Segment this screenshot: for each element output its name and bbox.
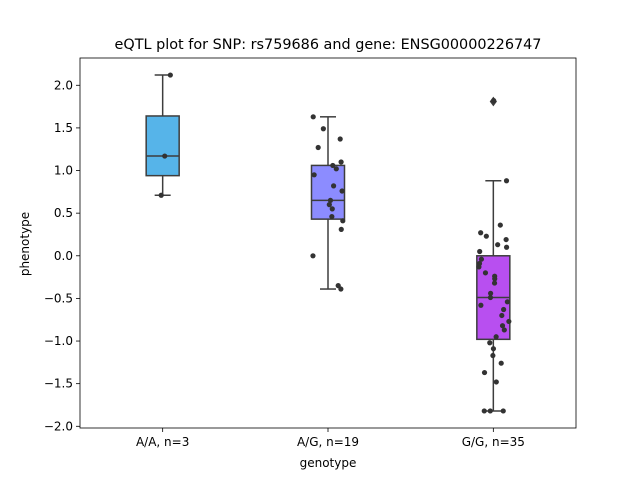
data-point bbox=[482, 270, 489, 276]
data-point bbox=[501, 306, 507, 313]
data-point bbox=[329, 213, 335, 220]
data-point bbox=[167, 72, 173, 78]
data-point bbox=[490, 346, 497, 352]
data-point bbox=[481, 369, 488, 376]
plot-elements: 2.0 1.5 1.0 0.5 0.0 −0.5 −1.0 −1.5 −2.0 A/A, n=3 A… bbox=[44, 57, 577, 449]
data-point bbox=[487, 290, 494, 296]
data-point bbox=[503, 244, 510, 250]
data-point bbox=[477, 248, 483, 255]
data-point bbox=[504, 299, 510, 305]
data-point bbox=[487, 340, 493, 346]
data-point bbox=[326, 202, 332, 208]
data-point bbox=[483, 233, 489, 239]
x-tick-label: G/G, n=35 bbox=[462, 435, 525, 449]
x-axis-label: genotype bbox=[300, 456, 357, 470]
data-point bbox=[490, 352, 496, 359]
data-point bbox=[491, 98, 497, 104]
data-point bbox=[501, 327, 507, 333]
data-point bbox=[491, 280, 498, 286]
y-tick-label: 2.0 bbox=[54, 78, 73, 92]
y-tick-label: 1.0 bbox=[54, 164, 73, 178]
data-point bbox=[310, 114, 316, 120]
x-tick-label: A/G, n=19 bbox=[297, 435, 359, 449]
box-group bbox=[310, 114, 346, 292]
data-point bbox=[311, 172, 317, 178]
data-point bbox=[338, 226, 344, 232]
data-point bbox=[338, 159, 344, 165]
chart-title: eQTL plot for SNP: rs759686 and gene: EN… bbox=[115, 37, 542, 53]
data-point bbox=[487, 294, 494, 301]
data-point bbox=[499, 312, 505, 319]
data-point bbox=[315, 144, 321, 151]
data-point bbox=[339, 188, 345, 194]
data-point bbox=[330, 183, 337, 189]
data-point bbox=[498, 360, 504, 366]
box-group bbox=[145, 72, 180, 198]
data-point bbox=[503, 178, 510, 184]
y-axis-label: phenotype bbox=[18, 212, 32, 276]
y-tick-label: 1.5 bbox=[54, 121, 73, 135]
x-tick-label: A/A, n=3 bbox=[136, 435, 189, 449]
y-tick-label: −2.0 bbox=[44, 419, 73, 433]
data-point bbox=[478, 230, 484, 236]
data-point bbox=[493, 379, 499, 385]
data-point bbox=[338, 286, 344, 292]
y-tick-label: −1.0 bbox=[44, 334, 73, 348]
data-point bbox=[329, 206, 335, 212]
data-point bbox=[337, 136, 343, 142]
data-point bbox=[158, 192, 164, 198]
data-point bbox=[330, 162, 336, 169]
y-tick-label: 0.5 bbox=[54, 206, 73, 220]
plot-frame bbox=[79, 57, 577, 429]
data-point bbox=[481, 408, 487, 414]
box-group bbox=[476, 96, 512, 414]
data-point bbox=[499, 323, 506, 329]
y-tick-label: −1.5 bbox=[44, 377, 73, 391]
data-point bbox=[497, 222, 503, 228]
data-point bbox=[493, 334, 499, 340]
data-point bbox=[506, 318, 512, 325]
data-point bbox=[478, 302, 484, 308]
data-point bbox=[310, 253, 316, 259]
data-point bbox=[333, 166, 339, 172]
data-point bbox=[340, 218, 346, 224]
data-point bbox=[478, 256, 485, 262]
y-tick-label: 0.0 bbox=[54, 249, 73, 263]
data-point bbox=[500, 408, 506, 414]
data-point bbox=[162, 153, 168, 159]
box-iqr bbox=[310, 164, 346, 220]
data-point bbox=[320, 126, 326, 132]
data-point bbox=[503, 236, 509, 243]
data-point bbox=[492, 276, 498, 282]
data-point bbox=[327, 197, 334, 203]
y-tick-label: −0.5 bbox=[44, 291, 73, 305]
data-point bbox=[487, 408, 493, 414]
data-point bbox=[476, 264, 482, 270]
box-iqr bbox=[145, 115, 180, 177]
data-point bbox=[495, 242, 501, 248]
